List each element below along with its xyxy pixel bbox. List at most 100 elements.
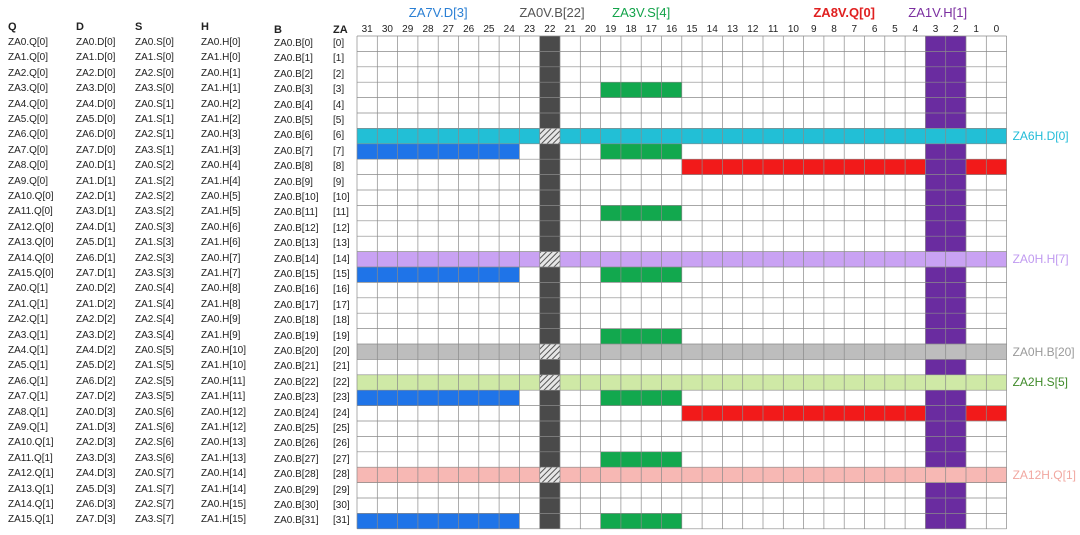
bit-number: 5 — [892, 24, 898, 35]
za-label: [25] — [333, 423, 350, 434]
h-label: ZA0.H[9] — [201, 314, 241, 326]
header-b: B — [274, 24, 282, 36]
bit-number: 3 — [932, 24, 939, 35]
b-label: ZA0.B[28] — [274, 469, 319, 481]
q-label: ZA8.Q[0] — [8, 160, 49, 172]
d-label: ZA3.D[2] — [76, 329, 116, 341]
dark-column-cell — [539, 390, 560, 406]
za-label: [2] — [333, 68, 345, 80]
d-label: ZA5.D[0] — [76, 114, 116, 125]
vertical-slice-label: ZA0V.B[22] — [519, 5, 585, 20]
za-label: [30] — [333, 500, 350, 511]
h-label: ZA0.H[6] — [201, 221, 241, 233]
za-label: [29] — [333, 484, 350, 496]
s-label: ZA0.S[3] — [135, 221, 174, 233]
s-label: ZA0.S[7] — [135, 468, 174, 480]
za-label: [0] — [333, 38, 345, 49]
za-label: [21] — [333, 361, 350, 373]
s-label: ZA2.S[7] — [135, 499, 174, 510]
h-label: ZA1.H[3] — [201, 144, 241, 156]
dark-column-cell — [539, 359, 560, 375]
b-label: ZA0.B[29] — [274, 484, 319, 496]
b-label: ZA0.B[27] — [274, 453, 319, 465]
b-label: ZA0.B[2] — [274, 68, 313, 80]
h-label: ZA1.H[10] — [201, 360, 247, 372]
za-label: [13] — [333, 238, 350, 250]
d-label: ZA7.D[2] — [76, 391, 116, 403]
za-label: [22] — [333, 376, 350, 388]
bit-number: 28 — [422, 24, 434, 35]
b-label: ZA0.B[18] — [274, 315, 319, 327]
dark-column-cell — [539, 297, 560, 314]
d-label: ZA2.D[2] — [76, 314, 116, 326]
h-label: ZA0.H[2] — [201, 98, 241, 110]
s-label: ZA2.S[2] — [135, 191, 174, 202]
s-label: ZA0.S[5] — [135, 345, 174, 356]
za-label: [7] — [333, 145, 345, 157]
s-label: ZA2.S[0] — [135, 67, 174, 79]
za-label: [6] — [333, 130, 345, 142]
d-label: ZA7.D[1] — [76, 268, 116, 279]
s-label: ZA0.S[0] — [135, 37, 174, 48]
q-label: ZA3.Q[1] — [8, 329, 49, 341]
q-label: ZA7.Q[1] — [8, 391, 49, 403]
h-label: ZA0.H[13] — [201, 437, 247, 449]
s-label: ZA2.S[1] — [135, 129, 174, 141]
s-label: ZA1.S[0] — [135, 52, 174, 64]
za-label: [8] — [333, 161, 345, 173]
dark-column-cell — [539, 190, 560, 206]
d-label: ZA5.D[1] — [76, 237, 116, 249]
b-label: ZA0.B[4] — [274, 99, 313, 111]
q-label: ZA2.Q[0] — [8, 67, 49, 79]
b-label: ZA0.B[31] — [274, 515, 319, 527]
q-label: ZA11.Q[1] — [8, 452, 53, 464]
h-label: ZA1.H[4] — [201, 175, 241, 187]
b-label: ZA0.B[23] — [274, 392, 319, 404]
s-label: ZA3.S[4] — [135, 329, 174, 341]
za-label: [27] — [333, 453, 350, 465]
d-label: ZA2.D[3] — [76, 437, 116, 449]
b-label: ZA0.B[8] — [274, 161, 313, 173]
za-label: [4] — [333, 99, 345, 111]
q-label: ZA14.Q[0] — [8, 252, 54, 264]
dark-column-cell — [539, 282, 560, 298]
bit-number: 1 — [973, 24, 979, 35]
bit-number: 20 — [584, 24, 596, 35]
b-label: ZA0.B[0] — [274, 38, 313, 49]
h-label: ZA1.H[12] — [201, 422, 247, 433]
s-label: ZA0.S[6] — [135, 406, 174, 418]
vertical-slice-label: ZA1V.H[1] — [908, 5, 968, 20]
h-label: ZA0.H[5] — [201, 191, 241, 202]
bit-number: 22 — [544, 24, 556, 35]
bit-number: 9 — [810, 24, 817, 35]
d-label: ZA1.D[3] — [76, 422, 116, 433]
s-label: ZA3.S[6] — [135, 452, 174, 464]
h-label: ZA0.H[7] — [201, 252, 241, 264]
q-label: ZA1.Q[1] — [8, 298, 49, 310]
za-label: [26] — [333, 438, 350, 450]
horizontal-slice-label: ZA2H.S[5] — [1012, 375, 1068, 390]
h-label: ZA1.H[6] — [201, 237, 241, 249]
s-label: ZA1.S[4] — [135, 298, 174, 310]
za-label: [16] — [333, 284, 350, 296]
b-label: ZA0.B[11] — [274, 207, 318, 219]
s-label: ZA0.S[1] — [135, 98, 174, 110]
h-label: ZA1.H[0] — [201, 52, 241, 64]
q-label: ZA1.Q[0] — [8, 52, 49, 64]
s-label: ZA2.S[3] — [135, 252, 174, 264]
dark-column-cell — [539, 267, 560, 283]
d-label: ZA1.D[2] — [76, 298, 116, 310]
dark-column-cell — [539, 436, 560, 452]
h-label: ZA0.H[8] — [201, 283, 241, 295]
b-label: ZA0.B[10] — [274, 192, 319, 203]
vertical-slice-label: ZA7V.D[3] — [408, 5, 468, 20]
s-label: ZA1.S[2] — [135, 175, 174, 187]
q-label: ZA15.Q[0] — [8, 268, 54, 279]
za-label: [12] — [333, 222, 350, 234]
h-label: ZA0.H[12] — [201, 406, 247, 418]
s-label: ZA3.S[3] — [135, 268, 174, 279]
q-label: ZA11.Q[0] — [8, 206, 53, 218]
bit-number: 2 — [953, 24, 959, 35]
d-label: ZA4.D[0] — [76, 98, 116, 110]
dark-column-cell — [539, 51, 560, 67]
